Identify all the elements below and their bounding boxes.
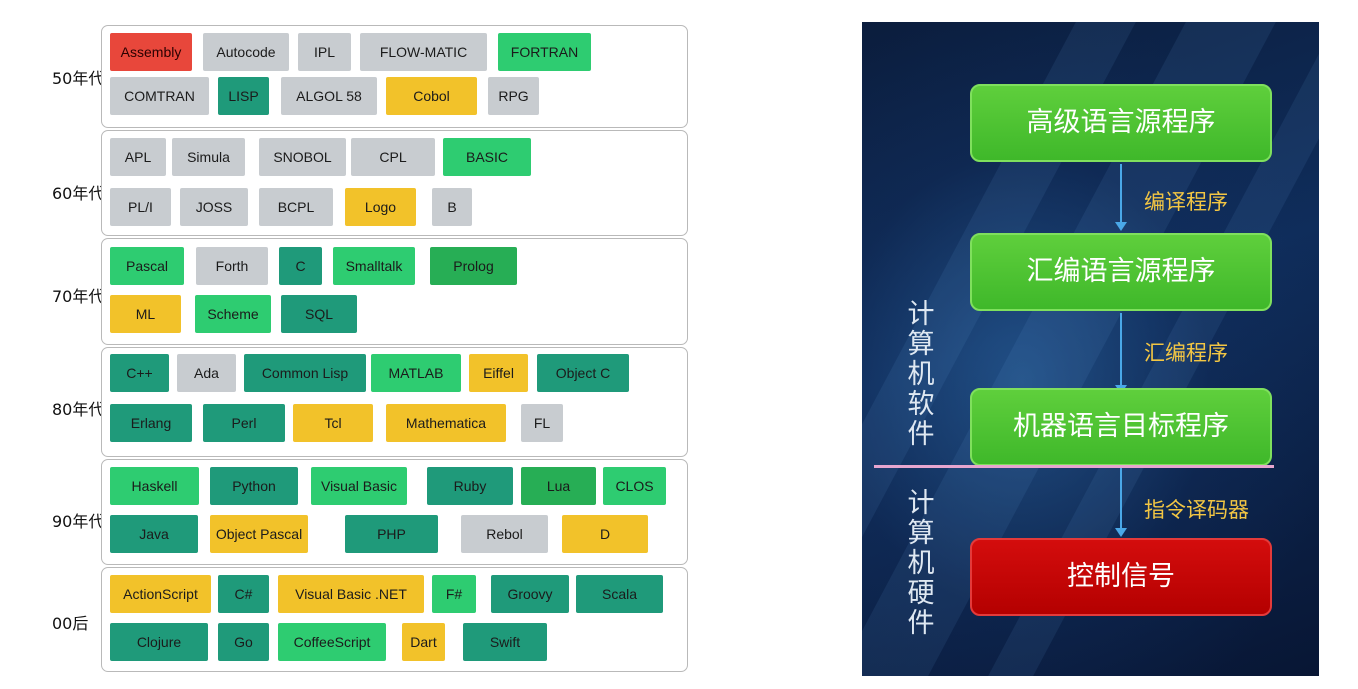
language-tag: ML bbox=[110, 295, 181, 333]
language-tag: Groovy bbox=[491, 575, 569, 613]
language-tag: PL/I bbox=[110, 188, 171, 226]
step-compile-label: 编译程序 bbox=[1144, 190, 1228, 214]
language-tag: Common Lisp bbox=[244, 354, 366, 392]
high-level-source-box: 高级语言源程序 bbox=[970, 84, 1272, 162]
language-tag: Tcl bbox=[293, 404, 373, 442]
arrow-compile bbox=[1120, 164, 1122, 224]
era-label-90s: 90年代 bbox=[52, 512, 105, 531]
language-tag: CoffeeScript bbox=[278, 623, 386, 661]
compile-flow-panel: 高级语言源程序 编译程序 汇编语言源程序 汇编程序 机器语言目标程序 指令译码器… bbox=[862, 22, 1319, 676]
language-tag: D bbox=[562, 515, 648, 553]
language-tag: Clojure bbox=[110, 623, 208, 661]
language-tag: Rebol bbox=[461, 515, 548, 553]
language-tag: Perl bbox=[203, 404, 285, 442]
language-tag: Ada bbox=[177, 354, 236, 392]
language-tag: Swift bbox=[463, 623, 547, 661]
language-tag: C bbox=[279, 247, 322, 285]
language-tag: COMTRAN bbox=[110, 77, 209, 115]
language-tag: F# bbox=[432, 575, 476, 613]
language-tag: Logo bbox=[345, 188, 416, 226]
software-hardware-divider bbox=[874, 465, 1274, 468]
era-label-70s: 70年代 bbox=[52, 287, 105, 306]
era-label-50s: 50年代 bbox=[52, 69, 105, 88]
era-label-80s: 80年代 bbox=[52, 400, 105, 419]
step-assemble-label: 汇编程序 bbox=[1144, 341, 1228, 365]
language-tag: Go bbox=[218, 623, 269, 661]
language-tag: Scala bbox=[576, 575, 663, 613]
language-tag: Erlang bbox=[110, 404, 192, 442]
language-tag: BCPL bbox=[259, 188, 333, 226]
language-tag: APL bbox=[110, 138, 166, 176]
language-tag: RPG bbox=[488, 77, 539, 115]
language-tag: SQL bbox=[281, 295, 357, 333]
assembly-source-box: 汇编语言源程序 bbox=[970, 233, 1272, 311]
language-tag: C++ bbox=[110, 354, 169, 392]
language-tag: Object C bbox=[537, 354, 629, 392]
language-tag: SNOBOL bbox=[259, 138, 346, 176]
language-tag: C# bbox=[218, 575, 269, 613]
language-tag: Pascal bbox=[110, 247, 184, 285]
language-tag: MATLAB bbox=[371, 354, 461, 392]
language-tag: JOSS bbox=[180, 188, 248, 226]
arrow-assemble bbox=[1120, 313, 1122, 387]
high-level-source-label: 高级语言源程序 bbox=[1026, 107, 1216, 138]
language-tag: CPL bbox=[351, 138, 435, 176]
language-tag: IPL bbox=[298, 33, 351, 71]
language-tag: Mathematica bbox=[386, 404, 506, 442]
language-tag: Visual Basic .NET bbox=[278, 575, 424, 613]
assembly-source-label: 汇编语言源程序 bbox=[1026, 256, 1216, 287]
software-vertical-label: 计算机软件 bbox=[907, 299, 935, 450]
language-tag: Python bbox=[210, 467, 298, 505]
language-tag: FORTRAN bbox=[498, 33, 591, 71]
control-signal-box: 控制信号 bbox=[970, 538, 1272, 616]
language-tag: Scheme bbox=[195, 295, 271, 333]
era-label-60s: 60年代 bbox=[52, 184, 105, 203]
language-tag: PHP bbox=[345, 515, 438, 553]
language-tag: Cobol bbox=[386, 77, 477, 115]
language-tag: Haskell bbox=[110, 467, 199, 505]
machine-code-box: 机器语言目标程序 bbox=[970, 388, 1272, 466]
language-tag: Autocode bbox=[203, 33, 289, 71]
language-tag: FLOW-MATIC bbox=[360, 33, 487, 71]
language-tag: ActionScript bbox=[110, 575, 211, 613]
language-tag: Prolog bbox=[430, 247, 517, 285]
language-tag: Lua bbox=[521, 467, 596, 505]
control-signal-label: 控制信号 bbox=[1067, 561, 1175, 592]
language-tag: B bbox=[432, 188, 472, 226]
language-tag: ALGOL 58 bbox=[281, 77, 377, 115]
language-tag: Visual Basic bbox=[311, 467, 407, 505]
arrowhead-compile bbox=[1115, 222, 1127, 231]
language-tag: Simula bbox=[172, 138, 245, 176]
language-timeline: 50年代 60年代 70年代 80年代 90年代 00后 Assembly Aut… bbox=[52, 25, 688, 672]
era-label-00s: 00后 bbox=[52, 614, 89, 633]
arrow-decode bbox=[1120, 468, 1122, 530]
language-tag: Java bbox=[110, 515, 198, 553]
machine-code-label: 机器语言目标程序 bbox=[1013, 411, 1229, 442]
language-tag: BASIC bbox=[443, 138, 531, 176]
language-tag: FL bbox=[521, 404, 563, 442]
language-tag: Ruby bbox=[427, 467, 513, 505]
language-tag: Smalltalk bbox=[333, 247, 415, 285]
language-tag: Object Pascal bbox=[210, 515, 308, 553]
step-decode-label: 指令译码器 bbox=[1144, 498, 1249, 522]
arrowhead-decode bbox=[1115, 528, 1127, 537]
language-tag: Assembly bbox=[110, 33, 192, 71]
language-tag: Eiffel bbox=[469, 354, 528, 392]
language-tag: Forth bbox=[196, 247, 268, 285]
language-tag: CLOS bbox=[603, 467, 666, 505]
language-tag: LISP bbox=[218, 77, 269, 115]
hardware-vertical-label: 计算机硬件 bbox=[907, 488, 935, 639]
language-tag: Dart bbox=[402, 623, 445, 661]
